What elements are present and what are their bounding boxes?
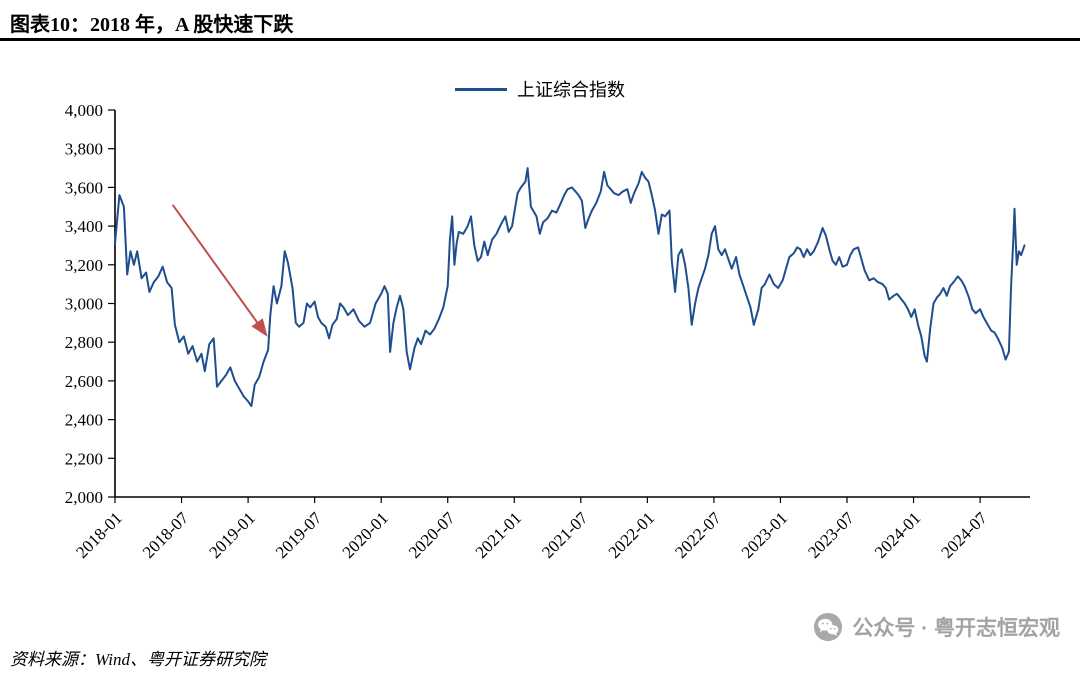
svg-text:2018-01: 2018-01	[72, 508, 126, 562]
svg-text:2,200: 2,200	[65, 449, 103, 468]
svg-text:2020-01: 2020-01	[339, 508, 393, 562]
svg-text:2021-01: 2021-01	[472, 508, 526, 562]
svg-text:3,000: 3,000	[65, 295, 103, 314]
svg-text:2020-07: 2020-07	[405, 508, 459, 562]
svg-text:2024-01: 2024-01	[871, 508, 925, 562]
svg-text:2,400: 2,400	[65, 411, 103, 430]
legend-label: 上证综合指数	[517, 80, 625, 100]
legend: 上证综合指数	[0, 76, 1080, 102]
source-note: 资料来源：Wind、粤开证券研究院	[10, 650, 266, 669]
svg-text:2,800: 2,800	[65, 333, 103, 352]
svg-text:2019-01: 2019-01	[205, 508, 259, 562]
svg-text:2023-07: 2023-07	[804, 508, 858, 562]
wechat-icon	[813, 612, 843, 642]
watermark: 公众号 · 粤开志恒宏观	[813, 612, 1060, 642]
svg-text:3,400: 3,400	[65, 217, 103, 236]
svg-text:2021-07: 2021-07	[538, 508, 592, 562]
svg-text:2018-07: 2018-07	[139, 508, 193, 562]
chart-title: 图表10：2018 年，A 股快速下跌	[10, 14, 294, 36]
svg-text:3,200: 3,200	[65, 256, 103, 275]
svg-text:2,600: 2,600	[65, 372, 103, 391]
svg-text:3,800: 3,800	[65, 140, 103, 159]
svg-text:4,000: 4,000	[65, 101, 103, 120]
legend-line-swatch	[455, 87, 507, 91]
svg-text:2023-01: 2023-01	[738, 508, 792, 562]
svg-text:2,000: 2,000	[65, 488, 103, 507]
svg-text:2019-07: 2019-07	[272, 508, 326, 562]
svg-text:2022-01: 2022-01	[605, 508, 659, 562]
svg-text:3,600: 3,600	[65, 178, 103, 197]
svg-text:2024-07: 2024-07	[937, 508, 991, 562]
title-divider	[0, 38, 1080, 41]
watermark-text: 公众号 · 粤开志恒宏观	[852, 617, 1060, 640]
svg-text:2022-07: 2022-07	[671, 508, 725, 562]
